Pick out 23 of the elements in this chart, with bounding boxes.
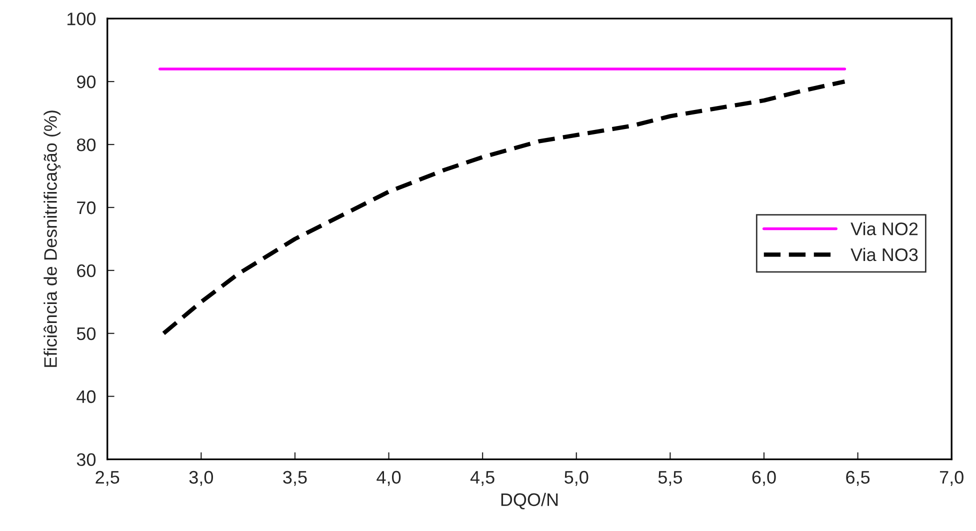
x-axis-title: DQO/N [501, 492, 558, 510]
y-tick-label: 70 [77, 201, 96, 214]
line-series [162, 79, 847, 336]
x-tick-label: 7,0 [940, 470, 964, 486]
y-tick-label: 90 [77, 75, 96, 88]
x-tick-label: 6,5 [846, 470, 870, 486]
y-tick-label: 30 [76, 453, 96, 466]
y-tick-label: 100 [68, 12, 96, 26]
x-tick-label: 3,5 [283, 470, 307, 486]
x-tick-label: 4,5 [470, 471, 494, 486]
legend-label: Via NO3 [850, 248, 918, 262]
x-tick-label: 6,0 [752, 470, 776, 486]
legend-label: Via NO2 [850, 222, 918, 236]
y-tick-label: 80 [76, 138, 96, 152]
x-tick-label: 3,0 [189, 470, 214, 486]
y-tick-label: 50 [76, 327, 96, 340]
y-tick-label: 40 [76, 390, 96, 404]
x-tick-label: 4,0 [376, 470, 401, 486]
x-tick-label: 2,5 [96, 470, 120, 486]
x-tick-label: 5,5 [658, 471, 682, 486]
x-tick-label: 5,0 [564, 470, 588, 486]
y-axis-title: Eficiência de Desnitrificação (%) [44, 110, 61, 367]
y-tick-label: 60 [77, 264, 96, 278]
